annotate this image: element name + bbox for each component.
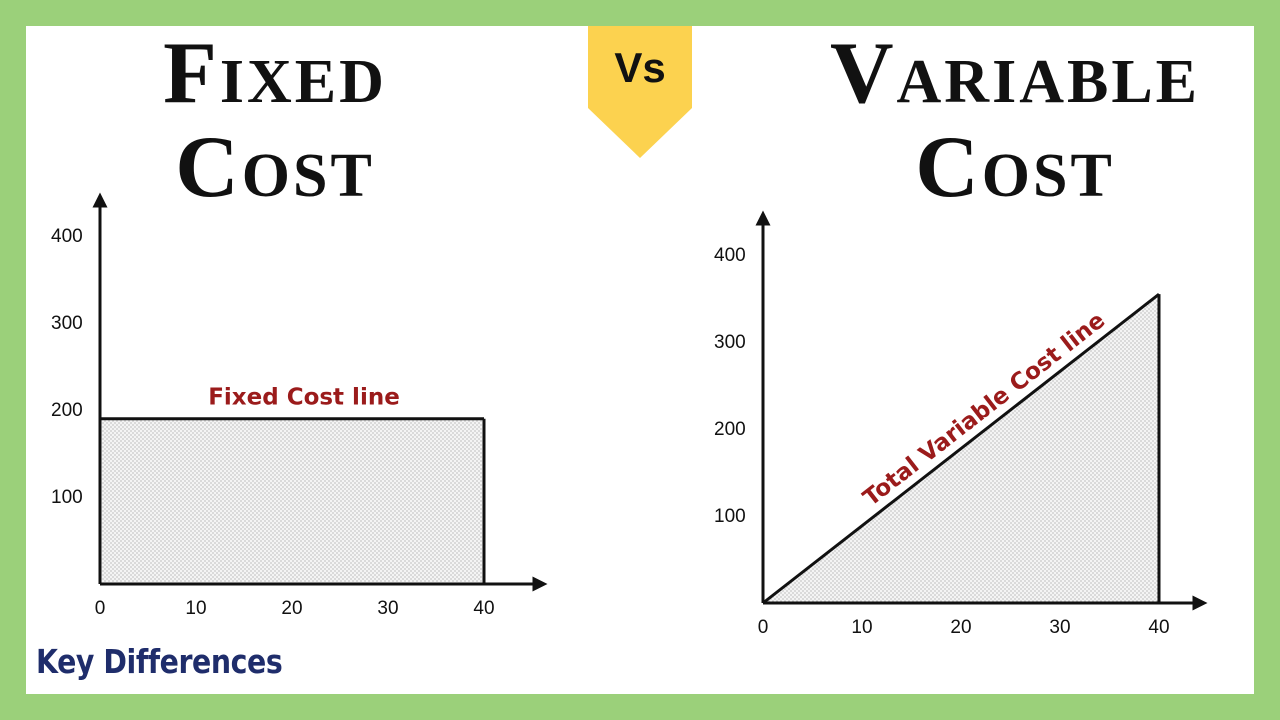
variable-x-tick-label: 40 [1148, 617, 1169, 638]
variable-x-tick-label: 30 [1049, 617, 1070, 638]
variable-y-tick-label: 400 [714, 245, 746, 266]
variable-cost-title-line1: Variable [829, 25, 1201, 122]
variable-x-tick-label: 20 [950, 617, 971, 638]
vs-label: Vs [614, 44, 666, 91]
fixed-cost-title: Fixed Cost [130, 30, 420, 218]
fixed-x-tick-label: 20 [281, 598, 302, 619]
fixed-cost-title-line2: Cost [175, 119, 375, 216]
fixed-x-tick-label: 0 [95, 598, 106, 619]
variable-cost-title-line2: Cost [915, 119, 1115, 216]
variable-cost-title: Variable Cost [780, 30, 1250, 218]
variable-cost-line [762, 292, 1160, 605]
variable-x-tick-label: 0 [758, 617, 769, 638]
fixed-y-tick-label: 400 [51, 226, 83, 247]
key-differences-label: Key Differences [36, 642, 283, 681]
fixed-cost-area [100, 418, 484, 584]
vs-badge-shape [588, 26, 692, 158]
fixed-x-tick-label: 40 [473, 598, 494, 619]
fixed-x-tick-label: 10 [185, 598, 206, 619]
fixed-x-tick-label: 30 [377, 598, 398, 619]
fixed-cost-title-line1: Fixed [163, 25, 387, 122]
variable-y-tick-label: 100 [714, 506, 746, 527]
fixed-y-tick-label: 300 [51, 313, 83, 334]
fixed-series-label: Fixed Cost line [208, 385, 400, 411]
variable-y-tick-label: 200 [714, 419, 746, 440]
fixed-y-tick-label: 100 [51, 487, 83, 508]
variable-x-tick-label: 10 [851, 617, 872, 638]
fixed-y-tick-label: 200 [51, 400, 83, 421]
variable-y-tick-label: 300 [714, 332, 746, 353]
